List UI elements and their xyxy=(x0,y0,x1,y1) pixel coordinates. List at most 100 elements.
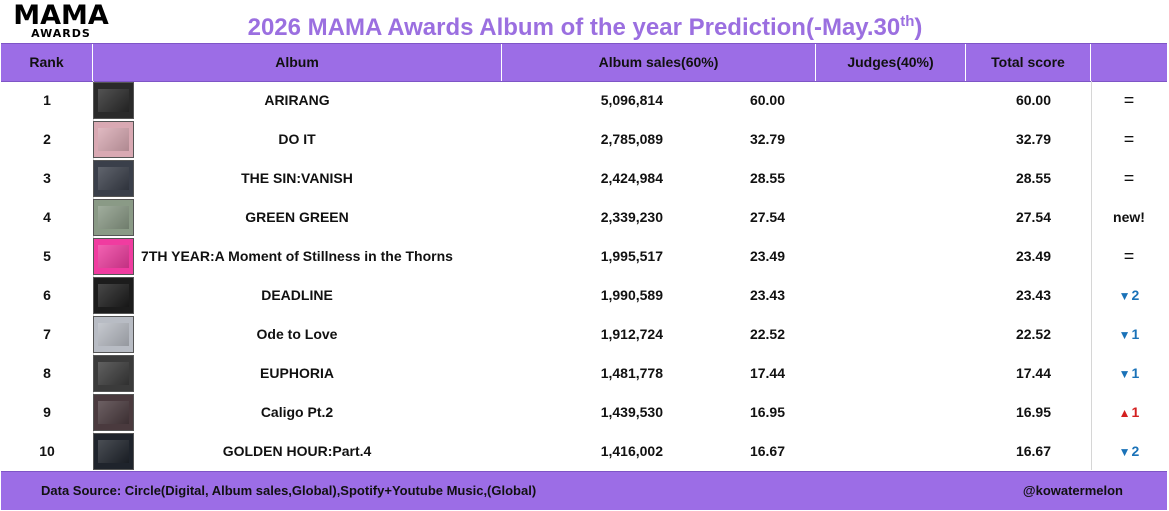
album-cover-art xyxy=(98,206,129,229)
no-change-icon: = xyxy=(1123,246,1135,266)
rank-change-cell: new! xyxy=(1091,198,1167,237)
rank-cell: 8 xyxy=(43,365,51,381)
album-sales-cell: 1,990,589 xyxy=(600,287,663,303)
sales-points-cell: 23.49 xyxy=(749,248,785,264)
rank-change-cell: = xyxy=(1091,81,1167,120)
album-title-cell: GREEN GREEN xyxy=(245,209,349,225)
triangle-down-icon: ▼ xyxy=(1118,367,1131,381)
album-sales-cell: 1,439,530 xyxy=(600,404,663,420)
page-title: 2026 MAMA Awards Album of the year Predi… xyxy=(150,6,1020,44)
rank-down-indicator: ▼2 xyxy=(1119,287,1140,303)
table-row: 10 GOLDEN HOUR:Part.4 1,416,002 16.67 16.67 ▼… xyxy=(1,432,1167,471)
table-row: 2 DO IT 2,785,089 32.79 32.79 = xyxy=(1,120,1167,159)
album-cover-art xyxy=(98,401,129,424)
data-source-text: Data Source: Circle(Digital, Album sales… xyxy=(41,483,537,498)
table-row: 5 7TH YEAR:A Moment of Stillness in the T… xyxy=(1,237,1167,276)
album-cover-art xyxy=(98,128,129,151)
album-cover-thumbnail xyxy=(93,238,134,275)
rank-change-amount: 2 xyxy=(1131,287,1140,303)
total-score-cell: 16.67 xyxy=(1015,443,1051,459)
rank-cell: 3 xyxy=(43,170,51,186)
sales-points-cell: 60.00 xyxy=(749,92,785,108)
album-cover-thumbnail xyxy=(93,82,134,119)
table-row: 4 GREEN GREEN 2,339,230 27.54 27.54 new! xyxy=(1,198,1167,237)
rank-cell: 9 xyxy=(43,404,51,420)
album-cover-art xyxy=(98,362,129,385)
rank-up-indicator: ▲1 xyxy=(1119,404,1140,420)
album-sales-cell: 2,339,230 xyxy=(600,209,663,225)
album-title-cell: ARIRANG xyxy=(264,92,330,108)
header-album-sales: Album sales(60%) xyxy=(502,44,816,81)
rank-change-cell: = xyxy=(1091,237,1167,276)
new-entry-label: new! xyxy=(1113,209,1145,225)
album-cover-thumbnail xyxy=(93,433,134,470)
album-cover-thumbnail xyxy=(93,355,134,392)
album-cover-art xyxy=(98,245,129,268)
rank-change-amount: 1 xyxy=(1131,404,1140,420)
album-title-cell: DEADLINE xyxy=(261,287,333,303)
rank-change-cell: ▲1 xyxy=(1091,393,1167,432)
title-superscript: th xyxy=(900,13,915,30)
album-sales-cell: 2,785,089 xyxy=(600,131,663,147)
album-cover-art xyxy=(98,284,129,307)
table-header: Rank Album Album sales(60%) Judges(40%) … xyxy=(1,43,1167,82)
no-change-icon: = xyxy=(1123,129,1135,149)
album-title-cell: DO IT xyxy=(278,131,316,147)
logo-sub-text: AWARDS xyxy=(31,27,91,40)
rank-down-indicator: ▼1 xyxy=(1119,365,1140,381)
album-cover-thumbnail xyxy=(93,160,134,197)
album-sales-cell: 1,481,778 xyxy=(600,365,663,381)
album-title-cell: THE SIN:VANISH xyxy=(241,170,353,186)
sales-points-cell: 16.67 xyxy=(749,443,785,459)
rank-change-cell: = xyxy=(1091,120,1167,159)
title-main: 2026 MAMA Awards Album of the year Predi… xyxy=(247,14,901,41)
total-score-cell: 27.54 xyxy=(1015,209,1051,225)
album-cover-art xyxy=(98,89,129,112)
title-close: ) xyxy=(914,14,923,41)
ranking-table-body: 1 ARIRANG 5,096,814 60.00 60.00 = 2 DO IT 2,785,… xyxy=(1,81,1167,470)
column-divider xyxy=(93,81,94,470)
rank-cell: 1 xyxy=(43,92,51,108)
total-score-cell: 16.95 xyxy=(1015,404,1051,420)
sales-points-cell: 17.44 xyxy=(749,365,785,381)
rank-cell: 5 xyxy=(43,248,51,264)
table-row: 7 Ode to Love 1,912,724 22.52 22.52 ▼1 xyxy=(1,315,1167,354)
rank-change-cell: ▼1 xyxy=(1091,315,1167,354)
album-title-cell: GOLDEN HOUR:Part.4 xyxy=(222,443,372,459)
table-row: 1 ARIRANG 5,096,814 60.00 60.00 = xyxy=(1,81,1167,120)
header-rank: Rank xyxy=(1,44,93,81)
header-album: Album xyxy=(93,44,502,81)
total-score-cell: 23.43 xyxy=(1015,287,1051,303)
rank-change-amount: 1 xyxy=(1131,326,1140,342)
rank-change-cell: ▼1 xyxy=(1091,354,1167,393)
album-sales-cell: 5,096,814 xyxy=(600,92,663,108)
album-cover-art xyxy=(98,323,129,346)
total-score-cell: 23.49 xyxy=(1015,248,1051,264)
triangle-up-icon: ▲ xyxy=(1118,406,1131,420)
triangle-down-icon: ▼ xyxy=(1118,289,1131,303)
album-cover-thumbnail xyxy=(93,121,134,158)
sales-points-cell: 28.55 xyxy=(749,170,785,186)
table-row: 8 EUPHORIA 1,481,778 17.44 17.44 ▼1 xyxy=(1,354,1167,393)
rank-change-cell: ▼2 xyxy=(1091,276,1167,315)
total-score-cell: 22.52 xyxy=(1015,326,1051,342)
header-change xyxy=(1091,44,1167,81)
sales-points-cell: 27.54 xyxy=(749,209,785,225)
rank-change-cell: ▼2 xyxy=(1091,432,1167,471)
triangle-down-icon: ▼ xyxy=(1118,328,1131,342)
sales-points-cell: 16.95 xyxy=(749,404,785,420)
rank-cell: 10 xyxy=(39,443,55,459)
rank-down-indicator: ▼1 xyxy=(1119,326,1140,342)
logo-main-text: MAMA xyxy=(13,0,109,31)
album-sales-cell: 2,424,984 xyxy=(600,170,663,186)
column-divider xyxy=(1091,81,1092,470)
credit-handle: @kowatermelon xyxy=(1022,483,1123,498)
table-row: 9 Caligo Pt.2 1,439,530 16.95 16.95 ▲1 xyxy=(1,393,1167,432)
mama-awards-logo: MAMA AWARDS xyxy=(2,0,120,41)
album-cover-art xyxy=(98,167,129,190)
header-total-score: Total score xyxy=(966,44,1091,81)
sales-points-cell: 32.79 xyxy=(749,131,785,147)
album-sales-cell: 1,995,517 xyxy=(600,248,663,264)
album-title-cell: EUPHORIA xyxy=(260,365,334,381)
